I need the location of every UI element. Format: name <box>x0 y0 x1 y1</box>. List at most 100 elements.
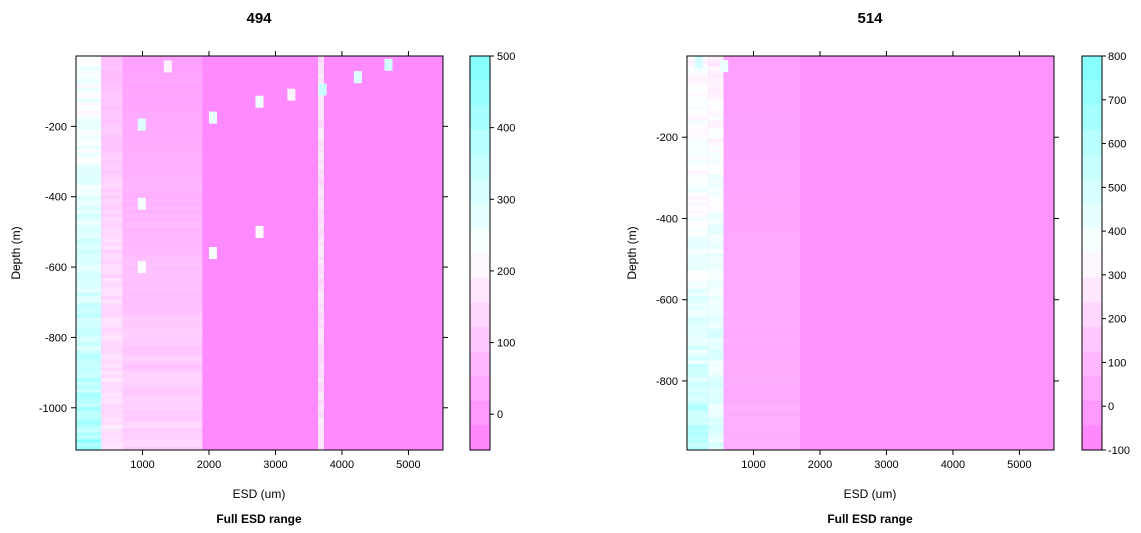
heatmap-cell <box>723 63 801 68</box>
colorbar: -100 0 100 200 300 400 500 600 700 800 <box>1081 51 1130 457</box>
heatmap-cell <box>708 81 724 86</box>
colorbar-swatch <box>1082 326 1102 353</box>
heatmap-cell <box>708 245 724 251</box>
heatmap-cell <box>122 263 203 268</box>
heatmap-cell <box>122 303 203 308</box>
heatmap-cell <box>708 367 724 372</box>
heatmap-cell <box>101 364 123 369</box>
heatmap-cell <box>76 367 102 372</box>
heatmap-cell <box>76 253 102 258</box>
heatmap-cell <box>101 414 123 419</box>
heatmap-cell <box>723 220 801 225</box>
heatmap-cell <box>318 338 324 344</box>
y-tick-label: -800 <box>656 376 678 388</box>
heatmap-cell <box>708 131 724 136</box>
heatmap-cell <box>122 410 203 415</box>
heatmap-cell <box>76 95 102 100</box>
heatmap-cell <box>122 338 203 344</box>
colorbar-swatch <box>470 425 490 451</box>
heatmap-cell <box>76 432 102 437</box>
heatmap-hotspot <box>255 225 264 238</box>
heatmap-cell <box>76 417 102 422</box>
heatmap-cell <box>76 392 102 397</box>
heatmap-cell <box>723 378 801 383</box>
heatmap-cell <box>318 149 324 154</box>
heatmap-cell <box>687 98 709 104</box>
heatmap-cell <box>122 324 203 329</box>
heatmap-cell <box>708 414 724 419</box>
heatmap-cell <box>318 116 324 122</box>
heatmap-hotspot <box>384 58 393 71</box>
colorbar-frame <box>469 55 491 451</box>
heatmap-cell <box>122 353 203 358</box>
heatmap-cell <box>687 446 709 450</box>
heatmap-cell <box>122 66 203 71</box>
heatmap-cell <box>101 134 123 139</box>
heatmap-cell <box>708 141 724 147</box>
heatmap-cell <box>708 396 724 401</box>
heatmap-cell <box>687 177 709 182</box>
heatmap-cell <box>122 231 203 236</box>
heatmap-cell <box>687 303 709 308</box>
colorbar-tick-label: 0 <box>497 409 503 421</box>
heatmap-cell <box>101 313 123 319</box>
heatmap-cell <box>687 292 709 297</box>
heatmap-cell <box>122 59 203 64</box>
heatmap-cell <box>101 367 123 372</box>
heatmap-cell <box>122 249 203 254</box>
heatmap-cell <box>318 227 324 233</box>
colorbar-tick-label: 300 <box>1108 270 1126 282</box>
heatmap-cell <box>101 396 123 401</box>
heatmap-cell <box>76 310 102 315</box>
heatmap-cell <box>708 392 724 397</box>
heatmap-cell <box>122 335 203 340</box>
heatmap-cell <box>76 410 102 415</box>
heatmap-cell <box>723 381 801 387</box>
heatmap-cell <box>723 95 801 100</box>
heatmap-cell <box>318 127 324 132</box>
heatmap-cell <box>708 374 724 379</box>
heatmap-cell <box>723 181 801 186</box>
chart-subtitle: Full ESD range <box>216 512 302 526</box>
heatmap-cell <box>122 213 203 218</box>
heatmap-cell <box>723 84 801 89</box>
heatmap-cell <box>122 195 203 200</box>
heatmap-cell <box>708 56 724 61</box>
heatmap-cell <box>723 346 801 351</box>
heatmap-cell <box>723 435 801 440</box>
heatmap-cell <box>723 152 801 157</box>
heatmap-cell <box>708 399 724 405</box>
plot-frame <box>686 55 1055 451</box>
heatmap-cell <box>708 213 724 218</box>
colorbar: 0 100 200 300 400 500 <box>469 51 515 451</box>
heatmap-cell <box>723 403 801 408</box>
heatmap-cell <box>101 210 123 215</box>
heatmap-cell <box>101 253 123 258</box>
heatmap-cell <box>723 231 801 236</box>
heatmap-cell <box>318 349 324 354</box>
heatmap-cell <box>723 428 801 433</box>
heatmap-cell <box>687 224 709 229</box>
heatmap-cell <box>708 281 724 286</box>
y-tick-label: -200 <box>45 121 67 133</box>
heatmap-cell <box>687 285 709 290</box>
heatmap-cell <box>687 338 709 344</box>
heatmap-cell <box>76 313 102 319</box>
heatmap-cell <box>708 292 724 297</box>
heatmap-cell <box>708 181 724 186</box>
heatmap-cell <box>122 127 203 132</box>
heatmap-cell <box>76 195 102 200</box>
heatmap-cell <box>318 192 324 197</box>
heatmap-cell <box>708 238 724 243</box>
x-axis-label: ESD (um) <box>233 487 286 501</box>
heatmap-cell <box>122 159 203 165</box>
heatmap-cell <box>122 102 203 107</box>
heatmap-cell <box>708 102 724 107</box>
chart-title: 494 <box>246 10 272 27</box>
heatmap-cell <box>723 56 801 61</box>
heatmap-cell <box>122 131 203 136</box>
heatmap-cell <box>708 432 724 437</box>
heatmap-cell <box>101 63 123 68</box>
heatmap-cell <box>687 206 709 211</box>
